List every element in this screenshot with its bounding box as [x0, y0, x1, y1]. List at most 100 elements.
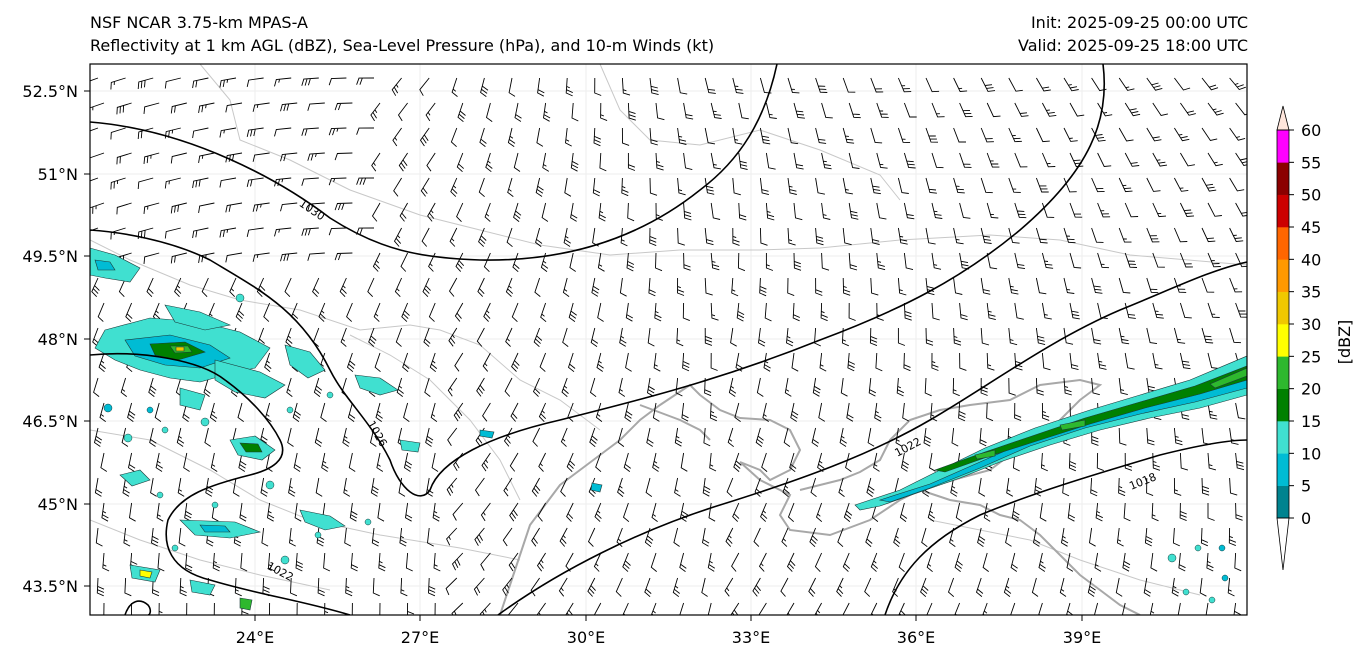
wind-barb — [848, 202, 859, 220]
wind-barb — [842, 277, 851, 296]
wind-barb — [1008, 327, 1018, 346]
wind-barb — [897, 227, 908, 245]
wind-barb — [598, 202, 606, 222]
wind-barb — [1097, 202, 1111, 218]
wind-barb — [219, 227, 237, 238]
wind-barb — [536, 552, 546, 572]
wind-barb — [1014, 402, 1022, 422]
wind-barb — [446, 527, 458, 546]
wind-barb — [842, 227, 852, 246]
wind-barb — [457, 102, 466, 123]
colorbar-bin — [1277, 259, 1289, 292]
wind-barb — [1067, 502, 1076, 522]
wind-barb — [786, 602, 795, 615]
wind-barb — [624, 402, 633, 422]
wind-barb — [842, 602, 850, 615]
wind-barb — [1146, 277, 1159, 294]
wind-barb — [1014, 152, 1028, 168]
colorbar: 0 5 10 15 20 25 30 35 40 45 50 55 60 [dBZ] — [1276, 105, 1354, 571]
wind-barb — [427, 202, 436, 222]
wind-barb — [1233, 602, 1241, 615]
colorbar-over-arrow — [1276, 105, 1290, 131]
wind-barb — [732, 502, 740, 522]
wind-barb — [1149, 602, 1155, 615]
wind-barb — [1008, 177, 1021, 193]
wind-barb — [301, 227, 319, 236]
wind-barb — [143, 152, 160, 164]
wind-barb — [1063, 177, 1077, 193]
wind-barb — [484, 202, 491, 222]
wind-barb — [738, 102, 749, 120]
wind-barb — [446, 477, 458, 496]
wind-barb — [1036, 77, 1051, 92]
wind-barb — [982, 552, 989, 572]
wind-barb — [502, 527, 513, 547]
wind-barb — [431, 452, 439, 472]
wind-barb — [954, 552, 963, 572]
wind-barb — [793, 202, 803, 221]
wind-barb — [1201, 127, 1218, 142]
wind-barb — [120, 377, 127, 397]
wind-barb — [1178, 552, 1186, 572]
wind-barb — [540, 252, 549, 272]
wind-barb — [340, 327, 347, 347]
colorbar-tick-label: 50 — [1301, 186, 1321, 205]
wind-barb — [178, 527, 186, 547]
country-borders — [90, 64, 1247, 596]
wind-barb — [903, 252, 914, 271]
wind-barb — [98, 352, 106, 373]
wind-barb — [622, 552, 631, 572]
wind-barb — [870, 227, 880, 245]
wind-barb — [124, 577, 132, 597]
wind-barb — [209, 402, 218, 422]
wind-barb — [980, 77, 996, 92]
wind-barb — [534, 277, 541, 297]
wind-barb — [1124, 252, 1138, 268]
wind-barb — [1229, 477, 1238, 496]
wind-barb — [533, 327, 543, 348]
wind-barb — [1118, 427, 1127, 446]
wind-barb — [146, 277, 154, 298]
wind-barb — [760, 502, 768, 522]
wind-barb — [1201, 277, 1215, 293]
wind-barb — [125, 302, 133, 322]
wind-barb — [731, 552, 740, 572]
wind-barb — [1097, 352, 1107, 370]
wind-barb — [959, 202, 971, 219]
wind-barb — [375, 402, 383, 422]
wind-barb — [1008, 377, 1016, 396]
wind-barb — [682, 352, 690, 372]
wind-barb — [848, 152, 860, 169]
wind-barb — [164, 77, 181, 89]
wind-barb — [339, 277, 347, 298]
wind-barb — [931, 202, 943, 219]
wind-barb — [977, 527, 986, 547]
isobar-label: 1022 — [265, 559, 296, 584]
wind-barb — [704, 377, 712, 397]
wind-barb — [198, 102, 215, 113]
wind-barb — [1235, 452, 1245, 471]
wind-barb — [170, 202, 187, 214]
wind-barb — [268, 602, 271, 615]
wind-barb — [738, 202, 747, 221]
wind-barb — [1008, 277, 1019, 295]
wind-barb — [876, 152, 888, 169]
wind-barb — [267, 502, 275, 522]
wind-barb — [419, 77, 430, 96]
wind-barb — [1068, 452, 1077, 472]
wind-barb — [252, 102, 270, 112]
wind-barb — [367, 277, 375, 298]
wind-barb — [708, 502, 716, 522]
wind-barb — [570, 152, 579, 172]
wind-barb — [620, 227, 628, 247]
wind-barb — [755, 427, 764, 447]
wind-barb — [848, 302, 856, 321]
wind-barb — [1179, 202, 1195, 217]
wind-barb — [839, 427, 847, 447]
wind-barb — [787, 277, 795, 297]
wind-barb — [1097, 302, 1108, 320]
wind-barb — [219, 177, 237, 188]
wind-barb — [398, 152, 408, 172]
colorbar-tick-label: 20 — [1301, 380, 1321, 399]
